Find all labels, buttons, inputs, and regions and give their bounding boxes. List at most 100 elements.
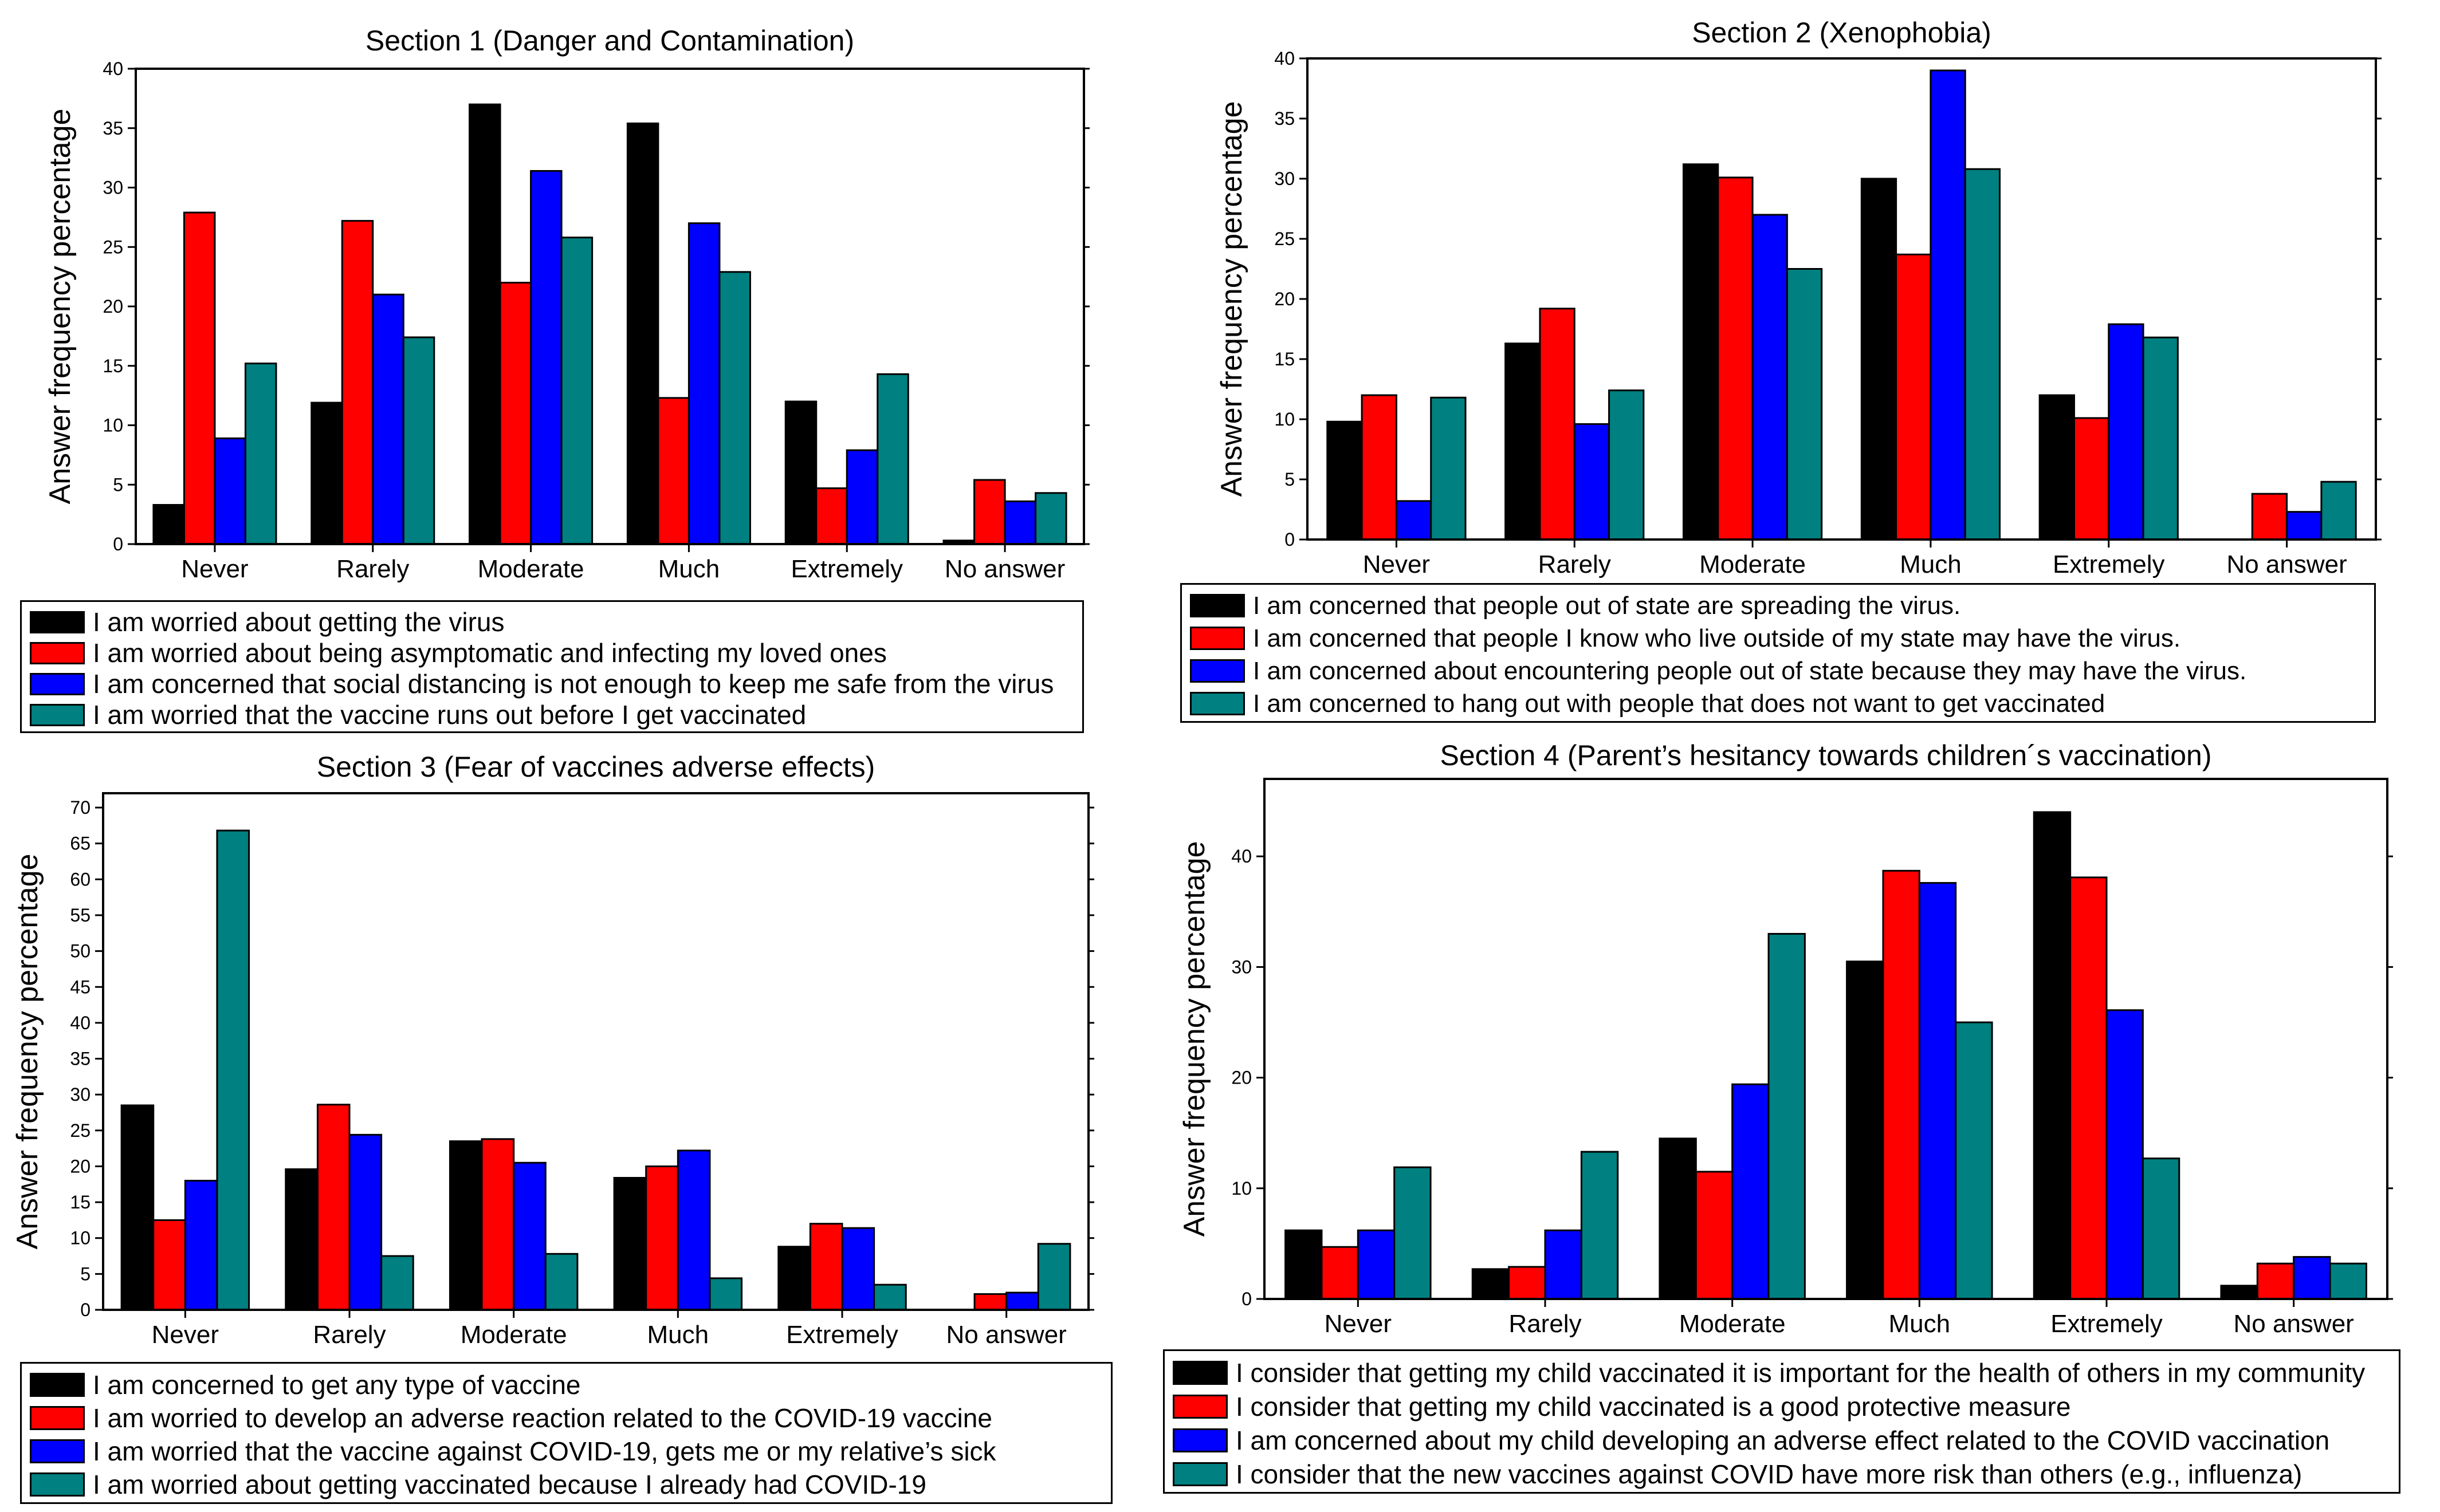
- bar-series-2-extremely: [809, 1223, 843, 1311]
- legend-swatch: [30, 611, 85, 633]
- bar-series-4-much: [709, 1277, 743, 1311]
- y-tick-label: 35: [1274, 108, 1295, 129]
- bar-series-3-never: [1357, 1229, 1396, 1300]
- bar-series-2-no-answer: [973, 479, 1006, 545]
- x-tick-label: Never: [181, 555, 248, 583]
- y-tick-label: 30: [70, 1084, 91, 1105]
- legend-item: I am concerned that people I know who li…: [1190, 622, 2366, 655]
- y-tick-label: 0: [80, 1300, 91, 1320]
- legend-item: I am worried to develop an adverse react…: [30, 1401, 1103, 1435]
- chart-title: Section 3 (Fear of vaccines adverse effe…: [317, 751, 875, 783]
- bar-series-2-moderate: [1695, 1171, 1734, 1300]
- y-axis-label: Answer frequency percentage: [44, 109, 77, 505]
- x-tick-label: Never: [152, 1321, 219, 1349]
- chart-title: Section 4 (Parent’s hesitancy towards ch…: [1440, 739, 2212, 771]
- legend-label: I am worried about being asymptomatic an…: [93, 638, 887, 668]
- legend-label: I am concerned to get any type of vaccin…: [93, 1370, 581, 1400]
- y-tick-label: 20: [1231, 1068, 1252, 1088]
- legend-item: I am concerned that people out of state …: [1190, 589, 2366, 622]
- y-tick-label: 0: [1241, 1289, 1252, 1309]
- chart-legend: I consider that getting my child vaccina…: [1163, 1349, 2400, 1494]
- bar-series-3-never: [184, 1180, 218, 1311]
- legend-swatch: [1190, 692, 1245, 715]
- legend-label: I am worried about getting vaccinated be…: [93, 1470, 926, 1499]
- legend-swatch: [30, 1439, 85, 1463]
- x-tick-label: Extremely: [2053, 550, 2165, 578]
- bar-series-4-never: [244, 363, 277, 545]
- bar-series-1-much: [613, 1176, 647, 1311]
- bar-series-2-extremely: [815, 487, 848, 545]
- legend-item: I am concerned to hang out with people t…: [1190, 687, 2366, 720]
- legend-swatch: [1173, 1394, 1228, 1419]
- y-tick-label: 10: [1274, 409, 1295, 430]
- y-tick-label: 10: [103, 415, 123, 436]
- bar-series-4-rarely: [1580, 1151, 1619, 1300]
- legend-item: I am concerned to get any type of vaccin…: [30, 1368, 1103, 1401]
- legend-swatch: [1190, 594, 1245, 617]
- bar-series-4-rarely: [1608, 389, 1645, 541]
- plot-frame: [1263, 778, 2388, 1300]
- y-tick-label: 20: [1274, 289, 1295, 309]
- legend-swatch: [1173, 1462, 1228, 1486]
- x-tick-label: Rarely: [1508, 1310, 1581, 1338]
- bar-series-1-moderate: [449, 1140, 483, 1311]
- bar-series-2-much: [645, 1165, 679, 1311]
- bar-series-4-rarely: [380, 1255, 414, 1311]
- bar-series-3-rarely: [348, 1133, 383, 1311]
- x-tick-label: Much: [658, 555, 720, 583]
- bar-series-3-no-answer: [2293, 1256, 2331, 1300]
- bar-series-4-much: [1964, 168, 2001, 541]
- x-tick-label: Moderate: [1699, 550, 1806, 578]
- x-tick-label: Moderate: [1679, 1310, 1786, 1338]
- legend-item: I am concerned about encountering people…: [1190, 655, 2366, 687]
- x-tick-label: Moderate: [461, 1321, 567, 1349]
- bar-series-3-never: [1395, 500, 1432, 541]
- legend-swatch: [30, 1373, 85, 1397]
- y-tick-label: 30: [103, 178, 123, 198]
- y-tick-label: 40: [1231, 846, 1252, 867]
- y-tick-label: 25: [1274, 229, 1295, 249]
- legend-item: I am worried about getting vaccinated be…: [30, 1468, 1103, 1501]
- y-tick-label: 20: [103, 296, 123, 317]
- legend-label: I am worried that the vaccine runs out b…: [93, 700, 807, 730]
- y-tick-label: 40: [70, 1013, 91, 1033]
- y-tick-label: 5: [1284, 469, 1295, 490]
- bar-series-1-rarely: [1504, 342, 1541, 541]
- bar-series-4-moderate: [1767, 932, 1806, 1300]
- bar-series-3-rarely: [1544, 1229, 1582, 1300]
- y-tick-label: 0: [1284, 529, 1295, 550]
- legend-item: I am concerned that social distancing is…: [30, 668, 1074, 699]
- bar-series-1-never: [1284, 1229, 1323, 1300]
- bar-series-4-moderate: [560, 237, 594, 545]
- bar-series-3-much: [1918, 882, 1957, 1300]
- bar-series-1-extremely: [2033, 811, 2072, 1300]
- x-tick-label: Never: [1363, 550, 1430, 578]
- chart-title: Section 1 (Danger and Contamination): [366, 25, 854, 57]
- legend-label: I consider that getting my child vaccina…: [1236, 1391, 2071, 1422]
- legend-label: I am worried about getting the virus: [93, 607, 505, 637]
- bar-series-2-extremely: [2069, 876, 2108, 1300]
- legend-swatch: [30, 1472, 85, 1497]
- bar-series-2-moderate: [499, 282, 532, 545]
- bar-series-1-extremely: [784, 400, 818, 545]
- bar-series-3-moderate: [513, 1161, 547, 1311]
- x-tick-label: Extremely: [2050, 1310, 2163, 1338]
- legend-item: I consider that the new vaccines against…: [1173, 1457, 2391, 1491]
- x-tick-label: Rarely: [336, 555, 409, 583]
- bar-series-2-much: [1882, 869, 1920, 1300]
- bar-series-4-moderate: [1786, 268, 1823, 541]
- x-tick-label: No answer: [945, 555, 1065, 583]
- x-tick-label: Never: [1325, 1310, 1392, 1338]
- bar-series-1-much: [1846, 960, 1884, 1300]
- legend-label: I am worried that the vaccine against CO…: [93, 1436, 996, 1466]
- chart-legend: I am concerned to get any type of vaccin…: [20, 1362, 1113, 1504]
- y-tick-label: 10: [70, 1228, 91, 1249]
- bar-series-4-much: [1955, 1021, 1993, 1300]
- bar-series-4-much: [718, 271, 751, 545]
- legend-swatch: [30, 1406, 85, 1430]
- bar-series-4-moderate: [544, 1253, 579, 1311]
- bar-series-2-rarely: [1508, 1266, 1546, 1300]
